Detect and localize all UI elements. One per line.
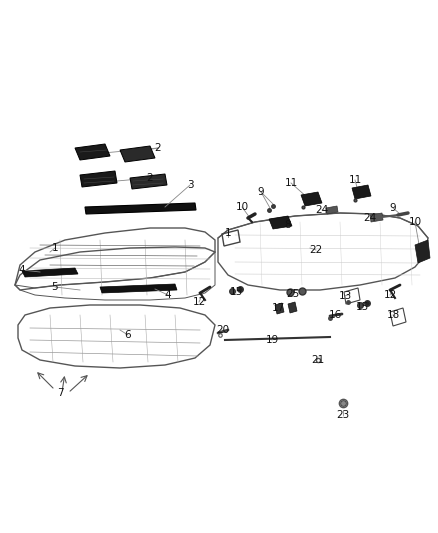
Polygon shape — [301, 192, 322, 206]
Text: 10: 10 — [409, 217, 421, 227]
Polygon shape — [80, 171, 117, 187]
Text: 18: 18 — [386, 310, 399, 320]
Text: 3: 3 — [187, 180, 193, 190]
Polygon shape — [326, 206, 338, 214]
Text: 8: 8 — [285, 220, 291, 230]
Text: 2: 2 — [155, 143, 161, 153]
Polygon shape — [22, 268, 78, 277]
Text: 15: 15 — [230, 287, 243, 297]
Text: 24: 24 — [315, 205, 328, 215]
Text: 19: 19 — [265, 335, 279, 345]
Polygon shape — [120, 146, 155, 162]
Text: 1: 1 — [225, 228, 231, 238]
Text: 4: 4 — [165, 290, 171, 300]
Text: 10: 10 — [236, 202, 248, 212]
Text: 21: 21 — [311, 355, 325, 365]
Polygon shape — [275, 303, 284, 314]
Polygon shape — [85, 203, 196, 214]
Text: 6: 6 — [125, 330, 131, 340]
Text: 2: 2 — [147, 173, 153, 183]
Polygon shape — [352, 185, 371, 199]
Text: 20: 20 — [216, 325, 230, 335]
Text: 4: 4 — [19, 265, 25, 275]
Text: 22: 22 — [309, 245, 323, 255]
Polygon shape — [130, 174, 167, 189]
Text: 12: 12 — [383, 290, 397, 300]
Text: 15: 15 — [355, 302, 369, 312]
Text: 1: 1 — [52, 243, 58, 253]
Text: 11: 11 — [348, 175, 362, 185]
Text: 7: 7 — [57, 388, 64, 398]
Polygon shape — [370, 213, 383, 222]
Polygon shape — [100, 284, 177, 293]
Text: 9: 9 — [258, 187, 264, 197]
Polygon shape — [75, 144, 110, 160]
Text: 24: 24 — [364, 213, 377, 223]
Polygon shape — [288, 302, 297, 313]
Polygon shape — [415, 240, 430, 263]
Text: 17: 17 — [272, 303, 285, 313]
Text: 16: 16 — [328, 310, 342, 320]
Text: 25: 25 — [286, 289, 300, 299]
Text: 9: 9 — [390, 203, 396, 213]
Text: 13: 13 — [339, 291, 352, 301]
Text: 23: 23 — [336, 410, 350, 420]
Text: 11: 11 — [284, 178, 298, 188]
Text: 5: 5 — [52, 282, 58, 292]
Text: 12: 12 — [192, 297, 205, 307]
Polygon shape — [269, 216, 292, 229]
